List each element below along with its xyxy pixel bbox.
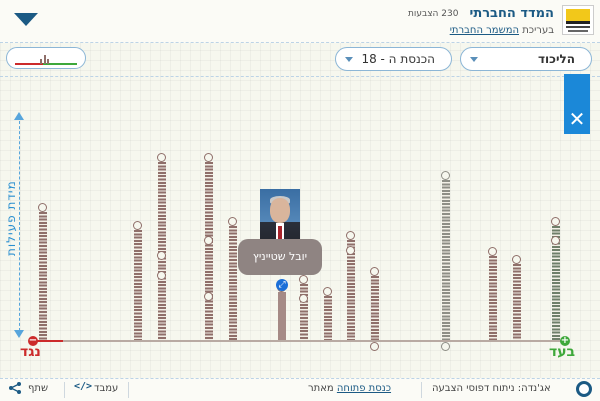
against-label: נגד <box>20 344 41 360</box>
close-icon: ✕ <box>568 107 586 131</box>
member-marker[interactable] <box>346 246 355 255</box>
member-bar[interactable] <box>442 180 450 340</box>
member-marker[interactable] <box>551 236 560 245</box>
member-bar-top-marker[interactable] <box>441 171 450 180</box>
member-bar[interactable] <box>300 284 308 340</box>
editing-prefix: בעריכת <box>522 25 554 36</box>
share-icon[interactable] <box>8 381 22 395</box>
menu-toggle-icon[interactable] <box>14 13 38 26</box>
share-link[interactable]: שתף <box>28 383 49 394</box>
member-bar[interactable] <box>39 212 47 340</box>
knesset-select[interactable]: הכנסת ה - 18 <box>335 47 452 71</box>
member-bar[interactable] <box>347 240 355 340</box>
member-bar-top-marker[interactable] <box>38 203 47 212</box>
against-minus-icon: − <box>28 335 38 346</box>
member-bar-top-marker[interactable] <box>323 287 332 296</box>
member-tooltip[interactable]: יובל שטייניץ <box>238 239 322 275</box>
member-bar[interactable] <box>278 292 286 340</box>
member-bar-top-marker[interactable] <box>512 255 521 264</box>
site-logo[interactable] <box>562 5 594 35</box>
member-bar-top-marker[interactable] <box>346 231 355 240</box>
member-bar-top-marker[interactable] <box>133 221 142 230</box>
member-name: יובל שטייניץ <box>252 250 308 263</box>
agenda-title[interactable]: אג'נדה: ניתוח דפוסי הצבעה <box>432 383 551 394</box>
votes-count: 230 הצבעות <box>408 9 459 19</box>
member-bar-top-marker[interactable] <box>370 267 379 276</box>
for-label: בעד <box>549 344 576 360</box>
axis-arrow-down-icon <box>14 330 24 338</box>
member-bar[interactable] <box>324 296 332 340</box>
member-bar-top-marker[interactable] <box>299 275 308 284</box>
site-title[interactable]: המדד החברתי <box>469 6 554 21</box>
member-bar[interactable] <box>489 256 497 340</box>
x-axis-baseline <box>33 340 565 342</box>
member-bar-top-marker[interactable] <box>228 217 237 226</box>
x-axis-against-segment <box>33 340 63 342</box>
member-marker[interactable] <box>204 292 213 301</box>
member-marker[interactable] <box>157 251 166 260</box>
party-select-value: הליכוד <box>537 52 575 66</box>
footer: שתף עמבד כנסת פתוחה מאתר אג'נדה: ניתוח ד… <box>0 378 600 401</box>
member-marker[interactable] <box>299 294 308 303</box>
member-bar[interactable] <box>371 276 379 340</box>
y-axis-line <box>19 116 20 336</box>
lifebuoy-icon[interactable] <box>576 381 592 397</box>
header: 230 הצבעות המדד החברתי בעריכת המשמר החבר… <box>0 0 600 43</box>
member-bar-top-marker[interactable] <box>551 217 560 226</box>
close-button[interactable]: ✕ <box>564 74 590 134</box>
expand-icon[interactable]: ⤢ <box>276 279 288 291</box>
member-bar[interactable] <box>513 264 521 340</box>
member-bar-top-marker[interactable] <box>488 247 497 256</box>
member-bar-top-marker[interactable] <box>157 153 166 162</box>
party-select[interactable]: הליכוד <box>460 47 592 71</box>
member-marker[interactable] <box>370 342 379 351</box>
source-credit: כנסת פתוחה מאתר <box>308 383 391 394</box>
member-marker[interactable] <box>157 271 166 280</box>
member-marker[interactable] <box>441 342 450 351</box>
editing-credit: בעריכת המשמר החברתי <box>450 25 554 36</box>
member-marker[interactable] <box>204 236 213 245</box>
member-bar-top-marker[interactable] <box>204 153 213 162</box>
member-bar[interactable] <box>229 226 237 340</box>
for-plus-icon: + <box>560 335 570 346</box>
y-axis-label: מידת פעילות <box>4 180 18 256</box>
member-bar[interactable] <box>205 162 213 340</box>
editing-org-link[interactable]: המשמר החברתי <box>449 25 520 36</box>
embed-link[interactable]: עמבד <box>94 383 119 394</box>
chevron-down-icon <box>345 57 353 62</box>
knesset-select-value: הכנסת ה - 18 <box>361 52 435 66</box>
source-link[interactable]: כנסת פתוחה <box>336 383 392 394</box>
sparkline-icon <box>15 55 77 65</box>
chevron-down-icon <box>470 57 478 62</box>
toolbar-divider <box>0 76 600 77</box>
embed-code-icon[interactable]: </> <box>74 381 93 392</box>
sparkline-toggle-button[interactable] <box>6 47 86 69</box>
source-prefix: מאתר <box>308 383 334 394</box>
member-bar[interactable] <box>134 230 142 340</box>
member-bar[interactable] <box>552 226 560 340</box>
